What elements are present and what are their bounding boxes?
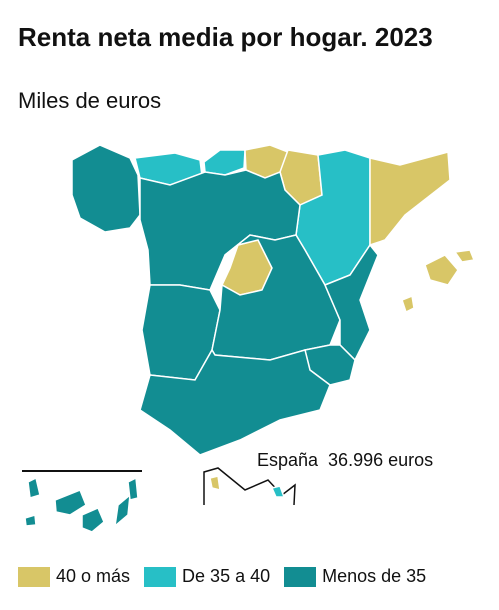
region [71, 144, 141, 233]
region [324, 243, 379, 362]
region [270, 485, 286, 498]
region [24, 514, 37, 527]
region [401, 294, 415, 314]
legend-label: Menos de 35 [322, 566, 427, 586]
subtitle: Miles de euros [18, 88, 162, 113]
region [54, 489, 87, 516]
region [369, 151, 451, 247]
legend-swatch [284, 566, 317, 587]
region [424, 254, 459, 286]
legend-item: 40 o más [18, 566, 130, 587]
region [209, 475, 221, 491]
legend-item: Menos de 35 [284, 566, 426, 587]
region [27, 476, 41, 499]
legend-swatch [18, 566, 50, 587]
legend-label: De 35 a 40 [182, 566, 271, 586]
inset-border [203, 467, 296, 506]
region [113, 493, 131, 528]
region [81, 507, 105, 533]
legend-swatch [144, 566, 177, 587]
annotation: España 36.996 euros [257, 450, 434, 470]
legend-label: 40 o más [56, 566, 131, 586]
title: Renta neta media por hogar. 2023 [18, 22, 433, 52]
legend-item: De 35 a 40 [144, 566, 270, 587]
region [139, 348, 331, 456]
legend: 40 o más De 35 a 40 Menos de 35 [18, 566, 426, 587]
region [127, 476, 139, 501]
region [453, 249, 476, 263]
